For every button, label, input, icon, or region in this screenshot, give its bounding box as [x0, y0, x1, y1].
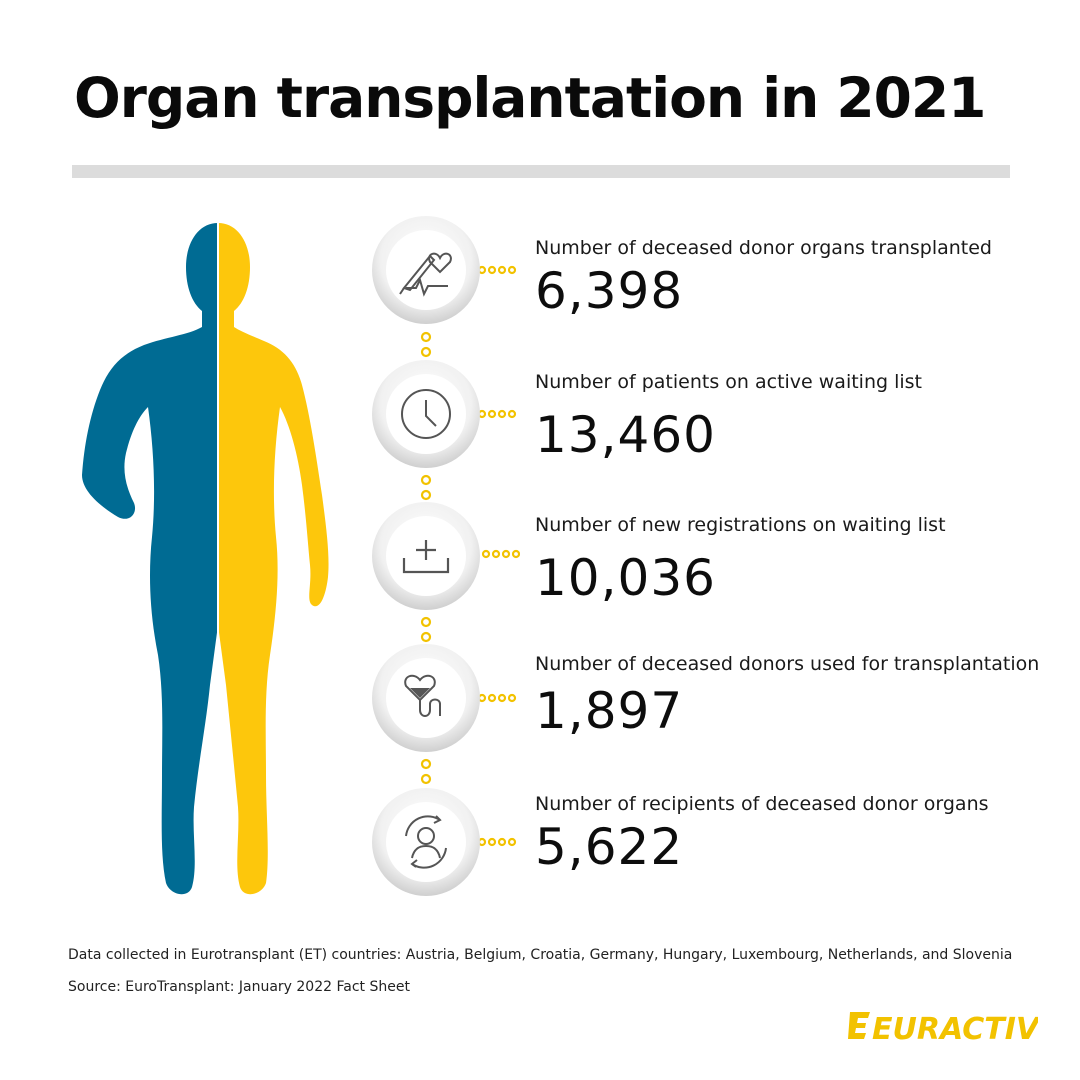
- stat-new-registrations: Number of new registrations on waiting l…: [535, 513, 1055, 607]
- add-to-tray-icon: [372, 502, 480, 610]
- stat-label: Number of patients on active waiting lis…: [535, 371, 923, 393]
- stat-label: Number of new registrations on waiting l…: [535, 514, 946, 536]
- scalpel-heart-icon: [372, 216, 480, 324]
- euractiv-logo: EURACTIV: [848, 1012, 1038, 1047]
- data-note: Data collected in Eurotransplant (ET) co…: [68, 947, 1013, 963]
- svg-text:EURACTIV: EURACTIV: [872, 1012, 1038, 1047]
- stat-value: 6,398: [535, 262, 684, 320]
- stat-deceased-donors: Number of deceased donors used for trans…: [535, 652, 1055, 740]
- stat-value: 10,036: [535, 549, 716, 607]
- connector-dots: [420, 265, 520, 847]
- stat-organs-transplanted: Number of deceased donor organs transpla…: [535, 236, 1055, 320]
- stat-label: Number of deceased donor organs transpla…: [535, 237, 992, 259]
- stat-recipients: Number of recipients of deceased donor o…: [535, 792, 1055, 876]
- page-title: Organ transplantation in 2021: [74, 66, 986, 130]
- clock-icon: [372, 360, 480, 468]
- human-silhouette: [82, 223, 329, 905]
- stat-label: Number of recipients of deceased donor o…: [535, 793, 989, 815]
- stat-active-waiting-list: Number of patients on active waiting lis…: [535, 370, 1055, 464]
- stat-value: 1,897: [535, 682, 684, 740]
- source-note: Source: EuroTransplant: January 2022 Fac…: [68, 979, 410, 995]
- stat-value: 5,622: [535, 818, 684, 876]
- recipient-cycle-icon: [372, 788, 480, 896]
- stat-label: Number of deceased donors used for trans…: [535, 653, 1040, 675]
- heart-transfusion-icon: [372, 644, 480, 752]
- stat-value: 13,460: [535, 406, 716, 464]
- icon-column: [372, 216, 520, 896]
- title-divider: [72, 165, 1010, 178]
